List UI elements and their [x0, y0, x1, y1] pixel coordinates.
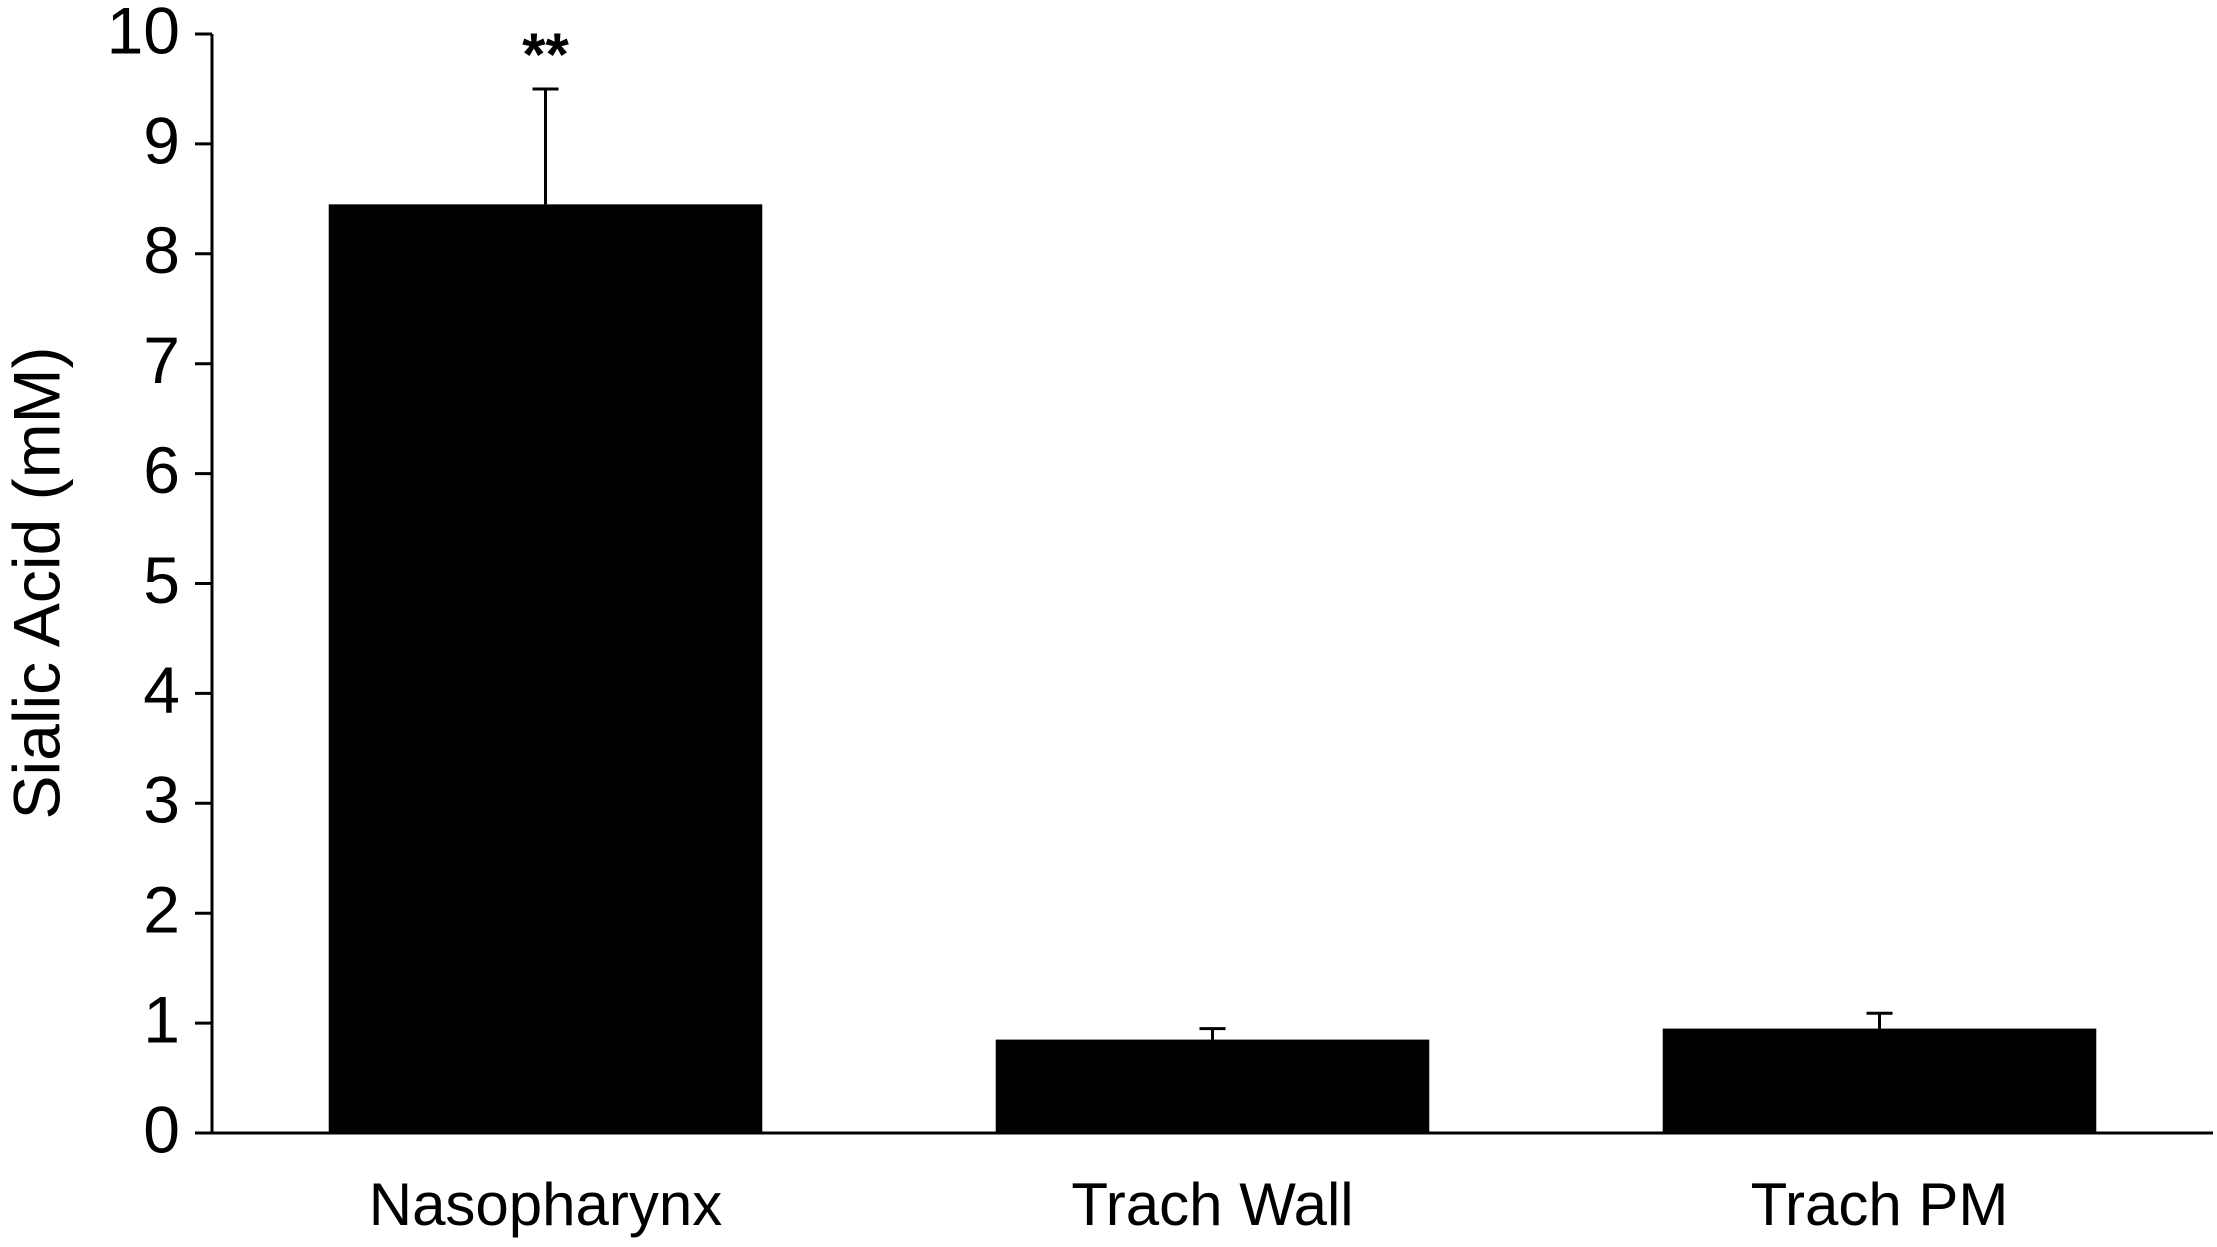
y-tick-label: 4: [143, 653, 180, 727]
x-tick-label: Trach PM: [1751, 1171, 2009, 1238]
y-tick-label: 7: [143, 323, 180, 397]
y-tick-label: 3: [143, 763, 180, 837]
y-tick-label: 8: [143, 213, 180, 287]
significance-label: **: [522, 21, 569, 88]
bar: [1662, 1028, 2097, 1133]
y-tick-label: 1: [143, 983, 180, 1057]
y-tick-label: 2: [143, 873, 180, 947]
y-tick-label: 9: [143, 103, 180, 177]
x-tick-label: Trach Wall: [1071, 1171, 1353, 1238]
x-tick-label: Nasopharynx: [369, 1171, 723, 1238]
bar: [328, 204, 763, 1134]
y-tick-label: 6: [143, 433, 180, 507]
y-tick-label: 0: [143, 1092, 180, 1166]
y-axis-label: Sialic Acid (mM): [0, 346, 73, 819]
y-tick-label: 10: [107, 0, 180, 67]
y-tick-label: 5: [143, 543, 180, 617]
bar: [995, 1039, 1430, 1133]
